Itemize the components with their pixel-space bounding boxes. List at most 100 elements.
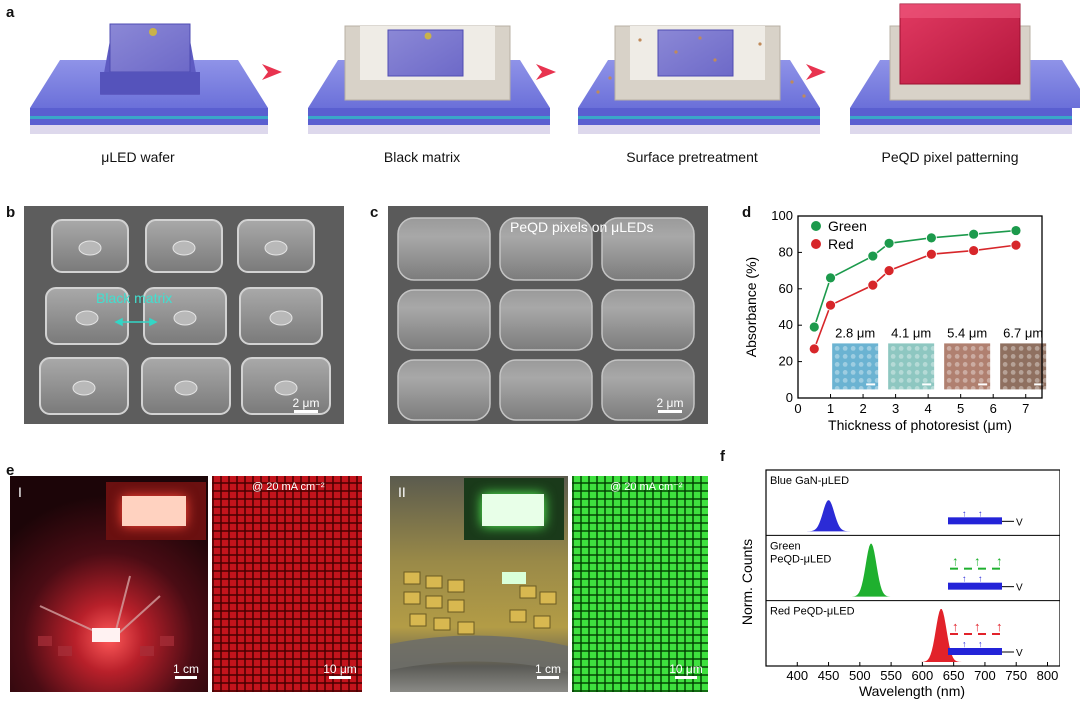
inset-dot	[866, 354, 872, 359]
inset-dot	[986, 354, 992, 359]
process-schematic	[30, 3, 1080, 134]
spectra-x-tick-label: 500	[849, 668, 871, 683]
spectra-x-tick-label: 600	[912, 668, 934, 683]
inset-label-4: 6.7 μm	[1003, 325, 1043, 340]
emission-arrow-icon: ↑	[996, 554, 1003, 569]
inset-dot	[1018, 354, 1024, 359]
data-point-red	[825, 299, 836, 311]
device-blue-layer	[948, 582, 1002, 590]
emission-arrow-icon: ↑	[996, 619, 1003, 634]
panel-label-c: c	[370, 204, 379, 221]
inset-dot	[1042, 346, 1048, 351]
y-tick-label: 80	[779, 244, 793, 259]
step-label-1: μLED wafer	[101, 149, 175, 165]
inset-dot	[890, 370, 896, 375]
inset-dot	[850, 346, 856, 351]
inset-dot	[1002, 346, 1008, 351]
arrow-3	[806, 64, 826, 80]
inset-dot	[1010, 370, 1016, 375]
scale-bar-c-label: 2 μm	[656, 396, 684, 410]
inset-dot	[1042, 370, 1048, 375]
inset-dot	[914, 346, 920, 351]
spectra-x-tick-label: 800	[1037, 668, 1059, 683]
inset-dot	[1002, 362, 1008, 367]
step-label-3: Surface pretreatment	[626, 149, 758, 165]
data-point-green	[883, 237, 895, 249]
inset-scale-bar	[978, 383, 988, 386]
blue-arrow-icon: ↑	[962, 639, 967, 649]
x-axis-label: Thickness of photoresist (μm)	[828, 417, 1012, 433]
scale-bar-e2: 10 μm	[322, 662, 358, 680]
inset-dot	[906, 346, 912, 351]
inset-dot	[954, 362, 960, 367]
inset-dot	[946, 386, 952, 391]
red-device-photo: I 1 cm	[10, 476, 208, 692]
x-tick-label: 5	[957, 401, 964, 416]
inset-dot	[834, 386, 840, 391]
inset-dot	[978, 378, 984, 383]
step-label-2: Black matrix	[383, 149, 461, 165]
sem-peqd-pixels: PeQD pixels on μLEDs 2 μm	[388, 206, 708, 424]
x-tick-label: 2	[859, 401, 866, 416]
inset-dot	[922, 362, 928, 367]
red-current-density: @ 20 mA cm⁻²	[252, 481, 325, 493]
inset-dot	[930, 386, 936, 391]
spectra-frame	[765, 469, 1060, 667]
scale-bar-b: 2 μm	[286, 396, 326, 414]
inset-dot	[914, 378, 920, 383]
inset-dot	[874, 378, 880, 383]
inset-dot	[962, 362, 968, 367]
spectra-x-tick-label: 700	[974, 668, 996, 683]
inset-dot	[962, 378, 968, 383]
legend-label-green: Green	[828, 218, 867, 234]
inset-dot	[1002, 354, 1008, 359]
panel-label-d: d	[742, 204, 752, 221]
inset-dot	[914, 370, 920, 375]
spectra-x-tick-label: 650	[943, 668, 965, 683]
inset-dot	[834, 346, 840, 351]
inset-dot	[874, 386, 880, 391]
inset-dot	[866, 386, 872, 391]
inset-dot	[858, 354, 864, 359]
emission-arrow-icon: ↑	[952, 554, 959, 569]
inset-dot	[946, 362, 952, 367]
y-tick-label: 100	[771, 208, 793, 223]
inset-dot	[858, 378, 864, 383]
scale-bar-e1-label: 1 cm	[172, 662, 199, 676]
panel-label-a: a	[6, 4, 15, 21]
blue-arrow-icon: ↑	[978, 574, 983, 584]
scale-bar-e3: 1 cm	[530, 662, 566, 680]
inset-dot	[850, 370, 856, 375]
blue-arrow-icon: ↑	[978, 508, 983, 518]
inset-dot	[978, 362, 984, 367]
data-point-green	[825, 272, 836, 284]
inset-dot	[946, 346, 952, 351]
inset-scale-bar	[1034, 383, 1044, 386]
spectra-chart: Norm. Counts Wavelength (nm) Blue GaN-μL…	[740, 469, 1060, 699]
spectrum-label-2: Green	[770, 540, 801, 552]
inset-dot	[1034, 370, 1040, 375]
red-inset-frame	[106, 482, 206, 540]
inset-scale-bar	[866, 383, 876, 386]
device-v-label: V	[1016, 517, 1023, 528]
legend-label-red: Red	[828, 236, 854, 252]
spectrum-label-2-line2: PeQD-μLED	[770, 553, 831, 565]
inset-dot	[922, 378, 928, 383]
inset-dot	[906, 370, 912, 375]
inset-dot	[986, 370, 992, 375]
inset-dot	[842, 386, 848, 391]
inset-dot	[850, 362, 856, 367]
inset-dot	[866, 346, 872, 351]
inset-dot	[858, 386, 864, 391]
scale-bar-e4-label: 10 μm	[669, 662, 703, 676]
inset-dot	[970, 378, 976, 383]
green-emitting-pixel	[482, 494, 544, 526]
inset-dot	[1042, 386, 1048, 391]
spectra-xlabel: Wavelength (nm)	[859, 683, 965, 699]
x-tick-label: 4	[925, 401, 932, 416]
inset-dot	[954, 378, 960, 383]
data-point-red	[867, 279, 879, 291]
data-point-green	[968, 228, 980, 240]
inset-dot	[1018, 386, 1024, 391]
inset-dot	[874, 362, 880, 367]
